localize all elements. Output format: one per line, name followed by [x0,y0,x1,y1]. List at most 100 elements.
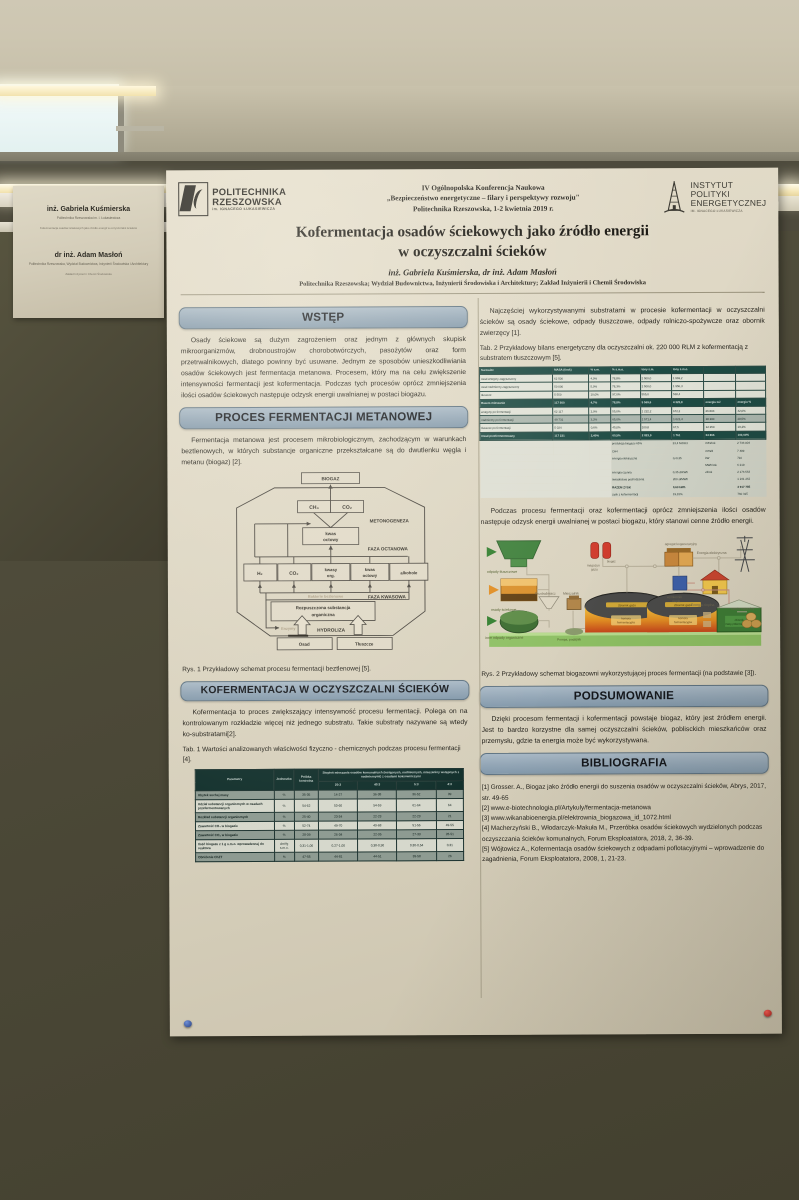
table-2-wrapper: Surowiec MASA (t/rok)% s.m.% s.m.o. tony s… [478,362,768,499]
bibliografia-heading-text: BIBLIOGRAFIA [581,756,668,770]
t1-value-cell: 54-62 [293,799,319,813]
t1-value-cell: 27-33 [396,829,437,840]
figure-2-caption: Rys. 2 Przykładowy schemat biogazowni wy… [481,670,757,679]
t1-h-unit: Jednostka [273,768,294,791]
conference-info: IV Ogólnopolska Konferencja Naukowa „Bez… [334,180,632,215]
t2-value-cell: 62 117 [552,407,590,416]
svg-text:octowy: octowy [323,537,339,542]
figure-2-biogas-plant: odpady tłuszczowe osady ściekowe inne od… [479,532,769,665]
svg-text:Mieszalnik: Mieszalnik [563,592,579,596]
t1-value-cell: 26-34 [318,830,358,840]
svg-text:odpady tłuszczowe: odpady tłuszczowe [487,570,517,574]
notice-title-1: Kofermentacja osadów ściekowych jako źró… [39,225,137,230]
svg-text:zbiornik gazu: zbiornik gazu [618,604,636,608]
t2-value-cell: 28,5% [735,414,766,423]
t2-value-cell: 5,0% [588,382,611,391]
t2-value-cell: 2 500,0 [640,382,672,391]
t2-value-cell: 100,00% [736,430,766,440]
t2-value-cell: 62 500 [552,374,589,383]
politechnika-logo-icon [178,182,209,217]
ceiling-beam [0,86,799,156]
t1-param-cell: Obniżenie ChZT [195,852,275,862]
bibliography-entry: [1] Grosser. A., Biogaz jako źródło ener… [481,783,766,802]
t1-h-ratio-0: 20:3 [318,781,358,791]
t1-value-cell: 25-40 [294,812,319,822]
svg-text:BIOGAZ: BIOGAZ [322,476,340,481]
t1-value-cell: 22-23 [396,811,437,822]
ipe-line3: ENERGETYCZNEJ [690,198,767,209]
t2-value-cell: 12 250 [704,422,737,432]
t1-value-cell: 21 [436,811,464,821]
t1-value-cell: % [274,799,295,813]
svg-text:inne odpady organiczne: inne odpady organiczne [485,636,523,640]
notice-author-2: dr inż. Adam Masłoń [54,252,123,260]
table-row: Obniżenie ChZT% 47-55 44-81 44-51 39-58 26 [195,851,464,862]
t1-param-cell: Ilość biogazu z 1 g s.m.o. wprowadzonej … [195,839,275,853]
svg-text:CH₄: CH₄ [309,504,319,510]
pushpin-blue-icon[interactable] [183,1020,192,1028]
t2-value-cell [735,373,766,382]
t1-value-cell: 44-51 [357,852,398,862]
t1-value-cell: 0,27-1,00 [318,839,358,853]
section-heading-wstep: WSTĘP [178,305,468,329]
t2-value-cell: 555,0 [640,390,672,399]
authors: inż. Gabriela Kuśmierska, dr inż. Adam M… [388,266,557,277]
svg-text:FAZA KWASOWA: FAZA KWASOWA [368,594,407,599]
t2-header-cell [703,365,736,374]
t2-spacer-cell [589,454,611,462]
t2-label-cell: tłuszcze [479,390,553,400]
svg-text:nawóz naturalny: nawóz naturalny [731,607,755,611]
svg-text:CO₂: CO₂ [342,504,352,510]
wall-notice-sheet: inż. Gabriela Kuśmierska Politechnika Rz… [13,186,164,318]
t2-value-cell: 65,0% [610,415,641,424]
svg-text:wymiennik: wymiennik [667,595,682,599]
t2-value-cell: 78,8% [610,374,641,383]
section-heading-kofermentacja: KOFERMENTACJA W OCZYSZCZALNI ŚCIEKÓW [180,679,470,701]
svg-text:zbiornik gazu: zbiornik gazu [674,603,692,607]
svg-text:gazu: gazu [591,568,598,572]
t2-value-cell [703,390,736,399]
t2-header-cell: tony s.m. [639,366,672,375]
t2-value-cell: 67,5 [671,422,705,432]
proces-heading-text: PROCES FERMENTACJI METANOWEJ [215,409,433,424]
ipe-wordmark: INSTYTUT POLITYKI ENERGETYCZNEJ IM. IGNA… [690,180,767,214]
t1-value-cell: 28-51 [436,829,464,839]
t1-value-cell: 0,31-1,00 [294,839,319,853]
proces-body: Fermentacja metanowa jest procesem mikro… [181,435,467,466]
t2-energy-cell: 23,4 MJ/m3 [671,439,705,448]
svg-text:H₂: H₂ [257,570,263,576]
svg-text:zbiornik: zbiornik [734,618,744,622]
t1-value-cell: 0,38-0,90 [357,839,398,853]
t1-value-cell: 44-81 [318,852,358,862]
t1-param-cell: Zawartość CH₄ w biogazie [195,821,275,831]
t1-h-ratio-2: 5:3 [396,781,436,791]
t2-value-cell: 5 024 [552,423,590,432]
t2-header-cell: MASA (t/rok) [552,366,589,375]
t1-param-cell: Udział substancji organicznych w osadach… [195,799,275,813]
t1-value-cell: % [274,852,295,862]
svg-text:alkohole: alkohole [400,570,418,575]
window-sill-icon [116,126,164,131]
ceiling-lamp-far [0,86,156,96]
politechnika-logo: POLITECHNIKA RZESZOWSKA im. IGNACEGO ŁUK… [178,182,328,217]
t1-value-cell: 39-58 [397,851,437,862]
pushpin-red-icon[interactable] [763,1009,772,1017]
table-row: Udział substancji organicznych w osadach… [195,798,464,813]
t1-value-cell: 28-39 [294,830,319,840]
t2-value-cell: 1 969,2 [671,373,704,383]
t2-value-cell: 50 000 [552,382,590,391]
page-title: Kofermentacja osadów ściekowych jako źró… [174,221,770,263]
t2-value-cell: 3,2% [589,415,611,424]
t2-label-cell: wstępny po fermentacji [479,407,553,416]
t2-value-cell: 10,0% [589,390,611,399]
t2-value-cell [735,389,766,399]
t1-value-cell: 49-70 [318,821,358,831]
t1-h-ratio-1: 40:3 [357,781,397,791]
table-1-caption: Tab. 1 Wartości analizowanych właściwośc… [182,744,461,763]
t1-h-ratio-3: 4:3 [435,780,464,790]
svg-text:Tłuszcze: Tłuszcze [355,641,374,646]
t1-value-cell: 23-34 [318,812,358,822]
t2-value-cell: 2,40% [589,431,611,440]
t2-value-cell: 4,0% [588,374,611,383]
